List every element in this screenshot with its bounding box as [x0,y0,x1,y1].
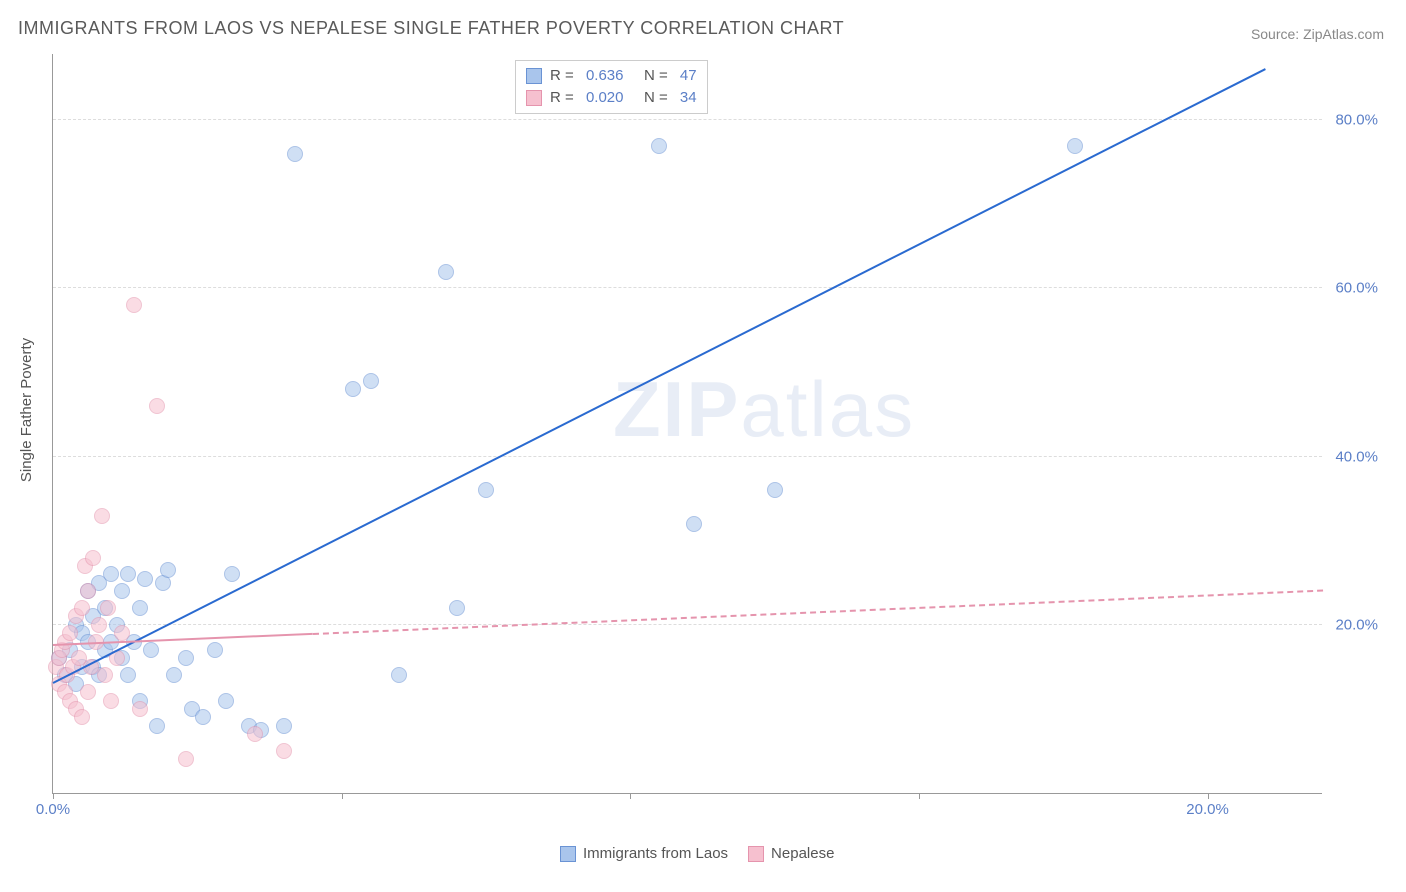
legend-n-label: N = [631,65,671,87]
legend-r-value: 0.636 [586,65,624,87]
x-tick-mark [1208,793,1209,799]
grid-line [53,119,1322,120]
scatter-point [120,566,136,582]
scatter-point [160,562,176,578]
scatter-point [74,600,90,616]
scatter-point [74,709,90,725]
scatter-point [80,583,96,599]
scatter-point [276,743,292,759]
scatter-point [91,617,107,633]
x-tick-label: 20.0% [1186,801,1229,818]
scatter-point [449,600,465,616]
scatter-point [85,550,101,566]
scatter-point [767,482,783,498]
scatter-point [132,600,148,616]
watermark-zip: ZIP [613,365,740,453]
scatter-point [651,138,667,154]
plot-area: ZIPatlas 20.0%40.0%60.0%80.0%0.0%20.0%R … [52,54,1322,794]
x-tick-mark [53,793,54,799]
legend-bottom: Immigrants from Laos Nepalese [560,845,834,862]
x-tick-mark [630,793,631,799]
scatter-point [149,398,165,414]
x-tick-label: 0.0% [36,801,70,818]
legend-item: Nepalese [748,845,834,862]
scatter-point [94,508,110,524]
watermark-atlas: atlas [740,365,915,453]
scatter-point [178,751,194,767]
scatter-point [114,625,130,641]
legend-label: Nepalese [771,845,834,862]
scatter-point [126,297,142,313]
chart-title: IMMIGRANTS FROM LAOS VS NEPALESE SINGLE … [18,18,844,39]
legend-item: Immigrants from Laos [560,845,728,862]
grid-line [53,456,1322,457]
scatter-point [1067,138,1083,154]
scatter-point [363,373,379,389]
source-label: Source: ZipAtlas.com [1251,26,1384,42]
scatter-point [438,264,454,280]
legend-swatch [526,90,542,106]
legend-row: R = 0.020 N = 34 [526,87,697,109]
y-tick-label: 20.0% [1335,616,1378,633]
scatter-point [391,667,407,683]
chart-area: ZIPatlas 20.0%40.0%60.0%80.0%0.0%20.0%R … [52,54,1382,824]
y-tick-label: 40.0% [1335,448,1378,465]
y-tick-label: 80.0% [1335,112,1378,129]
scatter-point [143,642,159,658]
scatter-point [686,516,702,532]
scatter-point [478,482,494,498]
scatter-point [114,583,130,599]
trend-line [53,68,1266,684]
legend-row: R = 0.636 N = 47 [526,65,697,87]
x-tick-mark [919,793,920,799]
legend-top: R = 0.636 N = 47R = 0.020 N = 34 [515,60,708,114]
scatter-point [62,625,78,641]
scatter-point [100,600,116,616]
scatter-point [97,667,113,683]
scatter-point [137,571,153,587]
scatter-point [149,718,165,734]
legend-swatch [526,68,542,84]
scatter-point [80,684,96,700]
scatter-point [195,709,211,725]
legend-r-label: R = [550,65,578,87]
y-tick-label: 60.0% [1335,280,1378,297]
legend-r-value: 0.020 [586,87,624,109]
grid-line [53,624,1322,625]
scatter-point [276,718,292,734]
legend-r-label: R = [550,87,578,109]
scatter-point [132,701,148,717]
scatter-point [103,693,119,709]
legend-swatch [560,846,576,862]
legend-n-label: N = [631,87,671,109]
x-tick-mark [342,793,343,799]
scatter-point [224,566,240,582]
legend-swatch [748,846,764,862]
trend-line [313,589,1323,634]
scatter-point [166,667,182,683]
scatter-point [207,642,223,658]
grid-line [53,287,1322,288]
scatter-point [103,566,119,582]
legend-n-value: 34 [680,87,697,109]
watermark: ZIPatlas [613,364,915,455]
legend-label: Immigrants from Laos [583,845,728,862]
scatter-point [120,667,136,683]
scatter-point [345,381,361,397]
scatter-point [178,650,194,666]
legend-n-value: 47 [680,65,697,87]
scatter-point [287,146,303,162]
scatter-point [218,693,234,709]
y-axis-title: Single Father Poverty [18,338,35,482]
scatter-point [247,726,263,742]
